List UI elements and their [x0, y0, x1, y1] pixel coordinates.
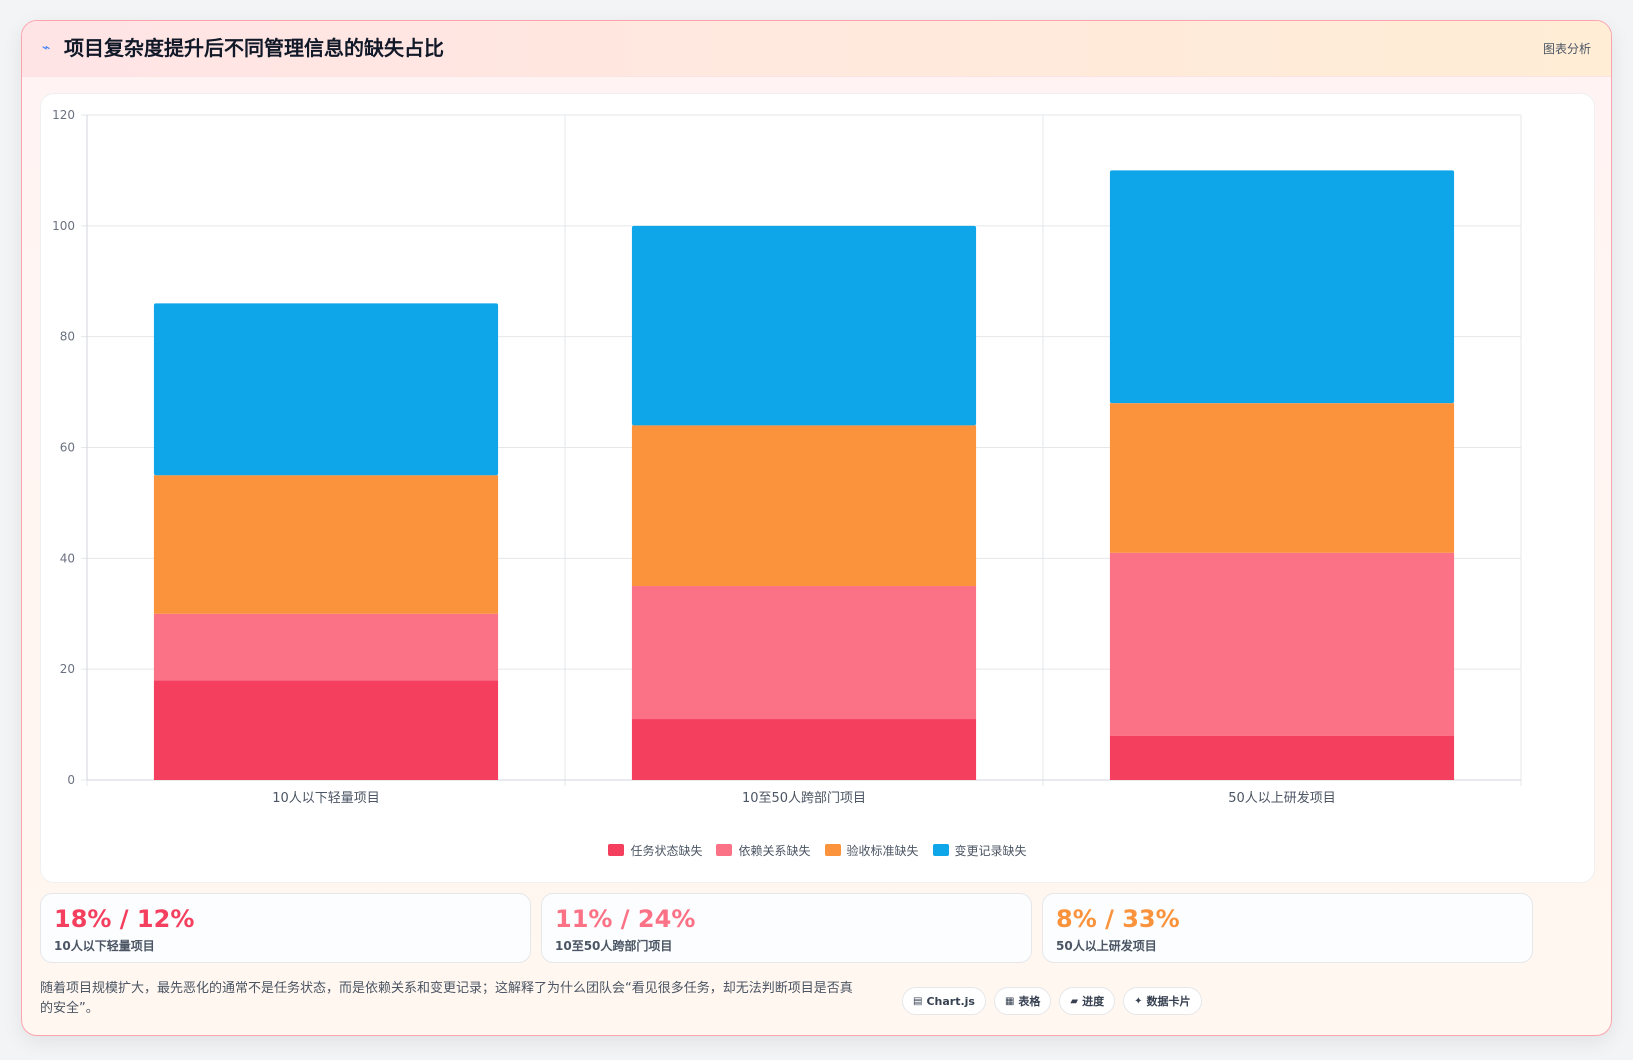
bar-segment [631, 719, 977, 780]
stat-value: 11% / 24% [555, 905, 696, 933]
legend-item[interactable]: 变更记录缺失 [932, 842, 1027, 859]
bar-segment [153, 680, 499, 780]
stat-label: 10至50人跨部门项目 [555, 939, 673, 953]
chart-icon: ▤ [913, 995, 923, 1007]
y-tick-label: 80 [60, 330, 75, 344]
legend-item[interactable]: 验收标准缺失 [824, 842, 919, 859]
y-tick-label: 100 [52, 219, 75, 233]
y-tick-label: 0 [67, 773, 75, 787]
x-tick-label: 10至50人跨部门项目 [742, 791, 866, 806]
tech-chips: ▤ Chart.js ▦ 表格 ▰ 进度 ✦ 数据卡片 [902, 987, 1202, 1015]
legend-label: 任务状态缺失 [630, 843, 703, 858]
chip-table[interactable]: ▦ 表格 [993, 987, 1052, 1015]
legend-swatch [608, 844, 625, 856]
stat-label: 10人以下轻量项目 [54, 939, 155, 953]
x-tick-label: 10人以下轻量项目 [272, 791, 380, 806]
legend-item[interactable]: 任务状态缺失 [608, 842, 702, 859]
legend-label: 依赖关系缺失 [738, 843, 811, 858]
header-tag: 图表分析 [1542, 42, 1591, 56]
bar-segment [631, 225, 977, 426]
legend-label: 变更记录缺失 [954, 843, 1027, 858]
bar-segment [631, 425, 977, 587]
y-tick-label: 60 [60, 441, 75, 455]
bar-segment [1109, 552, 1455, 736]
x-tick-label: 50人以上研发项目 [1228, 790, 1336, 806]
legend-swatch [716, 844, 733, 856]
legend-swatch [932, 844, 949, 856]
chip-progress[interactable]: ▰ 进度 [1059, 987, 1116, 1015]
chip-label: 数据卡片 [1146, 995, 1191, 1008]
stat-card-medium: 11% / 24% 10至50人跨部门项目 [541, 893, 1032, 963]
stat-card-large: 8% / 33% 50人以上研发项目 [1042, 893, 1533, 963]
stat-label: 50人以上研发项目 [1056, 939, 1157, 953]
stat-value: 18% / 12% [54, 905, 195, 933]
trend-icon: ⌁ [42, 40, 51, 56]
chart-card: ⌁ 项目复杂度提升后不同管理信息的缺失占比 图表分析 0 20 40 60 80 100 1… [21, 20, 1612, 1036]
stat-value: 8% / 33% [1056, 905, 1180, 933]
bar-segment [1109, 403, 1455, 553]
bar-segment [153, 475, 499, 614]
table-icon: ▦ [1004, 995, 1015, 1007]
page-title: 项目复杂度提升后不同管理信息的缺失占比 [64, 36, 444, 60]
bar-segment [1109, 170, 1455, 404]
bar-segment [153, 613, 499, 681]
chip-label: 进度 [1082, 995, 1105, 1008]
legend-item[interactable]: 依赖关系缺失 [716, 842, 811, 859]
chip-label: 表格 [1018, 995, 1041, 1008]
chip-data-card[interactable]: ✦ 数据卡片 [1123, 987, 1202, 1015]
bar-segment [153, 303, 499, 476]
chip-label: Chart.js [926, 994, 975, 1008]
bar-segment [1109, 735, 1455, 780]
card-header: ⌁ 项目复杂度提升后不同管理信息的缺失占比 图表分析 [22, 21, 1611, 77]
y-tick-label: 40 [60, 551, 75, 565]
legend-label: 验收标准缺失 [846, 843, 919, 858]
sparkle-icon: ✦ [1134, 995, 1143, 1007]
y-tick-label: 20 [60, 662, 75, 676]
chart-legend: 任务状态缺失 依赖关系缺失 验收标准缺失 变更记录缺失 [41, 838, 1594, 862]
stacked-bar-chart: 0 20 40 60 80 100 120 10人以下轻量项目 10至50人跨部门项目 50人以上… [52, 108, 1522, 806]
legend-swatch [824, 844, 841, 856]
stat-card-small: 18% / 12% 10人以下轻量项目 [40, 893, 531, 963]
bar-segment [631, 586, 977, 720]
chip-chartjs[interactable]: ▤ Chart.js [902, 987, 986, 1015]
progress-icon: ▰ [1070, 995, 1079, 1007]
chart-panel: 0 20 40 60 80 100 120 10人以下轻量项目 10至50人跨部门项目 50人以上… [40, 93, 1595, 883]
insight-text: 随着项目规模扩大，最先恶化的通常不是任务状态，而是依赖关系和变更记录；这解释了为… [40, 981, 853, 1016]
y-tick-label: 120 [52, 108, 75, 122]
